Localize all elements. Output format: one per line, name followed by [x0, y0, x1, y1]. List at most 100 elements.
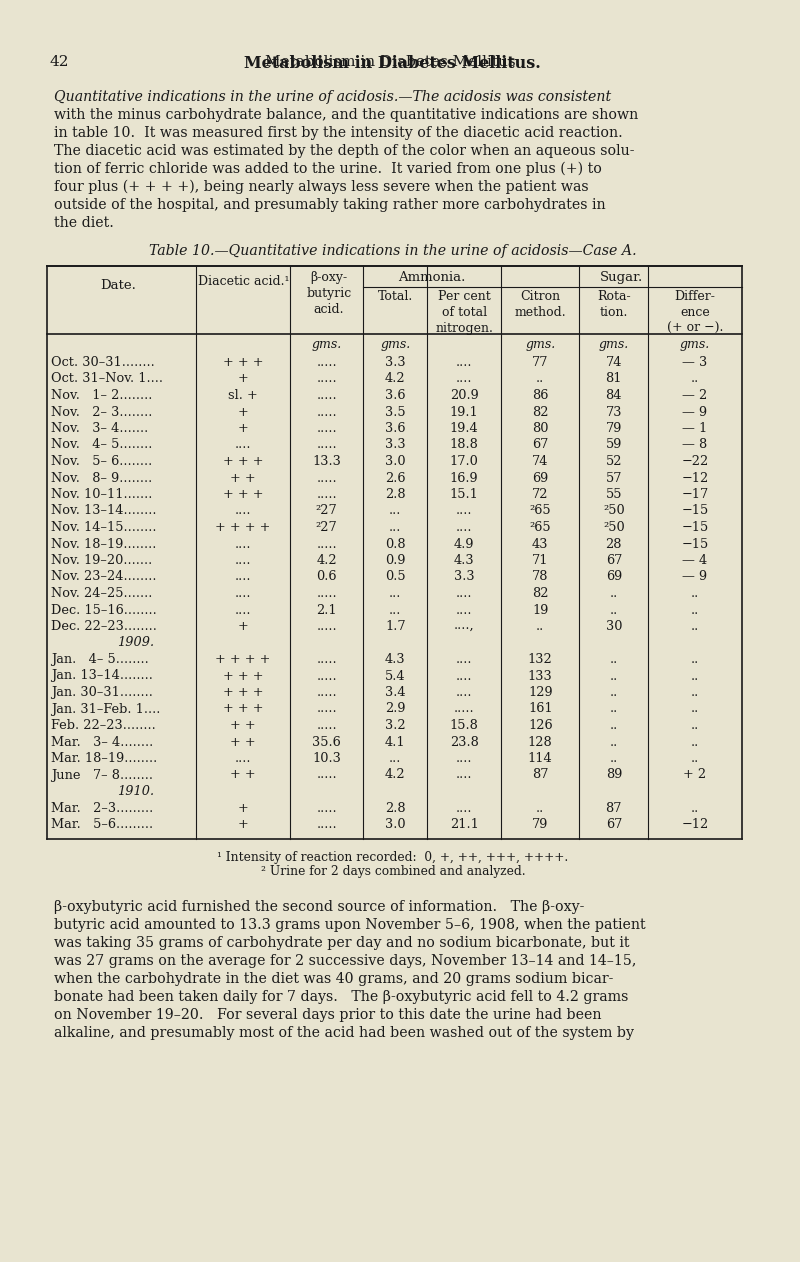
Text: ...: ... [389, 603, 402, 617]
Text: Feb. 22–23........: Feb. 22–23........ [51, 719, 156, 732]
Text: 15.1: 15.1 [450, 488, 478, 501]
Text: ....: .... [456, 505, 472, 517]
Text: 17.0: 17.0 [450, 456, 478, 468]
Text: 0.6: 0.6 [316, 570, 337, 583]
Text: Differ-
ence
(+ or −).: Differ- ence (+ or −). [666, 290, 723, 334]
Text: ¹ Intensity of reaction recorded:  0, +, ++, +++, ++++.: ¹ Intensity of reaction recorded: 0, +, … [218, 851, 569, 863]
Text: −15: −15 [682, 505, 709, 517]
Text: ..: .. [690, 801, 699, 814]
Text: Diacetic acid.¹: Diacetic acid.¹ [198, 275, 290, 288]
Text: −12: −12 [682, 818, 709, 830]
Text: 3.3: 3.3 [385, 438, 406, 452]
Text: .....: ..... [316, 587, 337, 599]
Text: ..: .. [536, 372, 544, 385]
Text: β-oxybutyric acid furnished the second source of information.   The β-oxy-: β-oxybutyric acid furnished the second s… [54, 901, 584, 915]
Text: June   7– 8........: June 7– 8........ [51, 769, 153, 781]
Text: 82: 82 [532, 587, 549, 599]
Text: 4.3: 4.3 [454, 554, 474, 567]
Text: Nov.   3– 4.......: Nov. 3– 4....... [51, 422, 148, 435]
Text: tion of ferric chloride was added to the urine.  It varied from one plus (+) to: tion of ferric chloride was added to the… [54, 162, 602, 177]
Text: + + +: + + + [223, 670, 263, 683]
Text: + + + +: + + + + [215, 521, 270, 534]
Text: ..: .. [690, 687, 699, 699]
Text: ..: .. [610, 587, 618, 599]
Text: +: + [238, 801, 249, 814]
Text: Nov. 13–14........: Nov. 13–14........ [51, 505, 157, 517]
Text: 67: 67 [606, 818, 622, 830]
Text: +: + [238, 422, 249, 435]
Text: 69: 69 [606, 570, 622, 583]
Text: gms.: gms. [525, 338, 555, 351]
Text: ....: .... [456, 356, 472, 369]
Text: alkaline, and presumably most of the acid had been washed out of the system by: alkaline, and presumably most of the aci… [54, 1026, 634, 1040]
Text: −22: −22 [682, 456, 709, 468]
Text: 30: 30 [606, 620, 622, 634]
Text: + + +: + + + [223, 356, 263, 369]
Text: ..: .. [690, 719, 699, 732]
Text: was 27 grams on the average for 2 successive days, November 13–14 and 14–15,: was 27 grams on the average for 2 succes… [54, 954, 636, 968]
Text: 10.3: 10.3 [312, 752, 341, 765]
Text: 4.2: 4.2 [385, 372, 406, 385]
Text: The diacetic acid was estimated by the depth of the color when an aqueous solu-: The diacetic acid was estimated by the d… [54, 144, 634, 158]
Text: — 1: — 1 [682, 422, 707, 435]
Text: gms.: gms. [380, 338, 410, 351]
Text: 128: 128 [528, 736, 553, 748]
Text: ..: .. [610, 603, 618, 617]
Text: Nov. 19–20.......: Nov. 19–20....... [51, 554, 152, 567]
Text: ..: .. [690, 603, 699, 617]
Text: — 8: — 8 [682, 438, 707, 452]
Text: — 2: — 2 [682, 389, 707, 403]
Text: ....: .... [456, 670, 472, 683]
Text: 57: 57 [606, 472, 622, 485]
Text: β-oxy-
butyric
acid.: β-oxy- butyric acid. [306, 271, 352, 316]
Text: ....: .... [235, 570, 251, 583]
Text: 80: 80 [532, 422, 549, 435]
Text: 3.5: 3.5 [385, 405, 406, 419]
Text: 67: 67 [532, 438, 548, 452]
Text: 4.2: 4.2 [385, 769, 406, 781]
Text: Total.: Total. [378, 290, 413, 303]
Text: ..: .. [690, 652, 699, 666]
Text: 3.2: 3.2 [385, 719, 406, 732]
Text: Citron
method.: Citron method. [514, 290, 566, 319]
Text: ..: .. [690, 736, 699, 748]
Text: 161: 161 [528, 703, 553, 716]
Text: Metabolism in Diabetes Mellitus.: Metabolism in Diabetes Mellitus. [265, 56, 521, 69]
Text: + + +: + + + [223, 687, 263, 699]
Text: 2.8: 2.8 [385, 488, 406, 501]
Text: Mar.   2–3.........: Mar. 2–3......... [51, 801, 154, 814]
Text: 21.1: 21.1 [450, 818, 478, 830]
Text: 77: 77 [532, 356, 549, 369]
Text: + +: + + [230, 769, 256, 781]
Text: 3.6: 3.6 [385, 422, 406, 435]
Text: Nov.   5– 6........: Nov. 5– 6........ [51, 456, 152, 468]
Text: when the carbohydrate in the diet was 40 grams, and 20 grams sodium bicar-: when the carbohydrate in the diet was 40… [54, 973, 614, 987]
Text: ....: .... [235, 603, 251, 617]
Text: 67: 67 [606, 554, 622, 567]
Text: 16.9: 16.9 [450, 472, 478, 485]
Text: ..: .. [610, 687, 618, 699]
Text: 84: 84 [606, 389, 622, 403]
Text: +: + [238, 818, 249, 830]
Text: ....: .... [456, 603, 472, 617]
Text: ....: .... [456, 752, 472, 765]
Text: ....: .... [456, 687, 472, 699]
Text: 87: 87 [606, 801, 622, 814]
Text: Nov.   4– 5........: Nov. 4– 5........ [51, 438, 153, 452]
Text: in table 10.  It was measured first by the intensity of the diacetic acid reacti: in table 10. It was measured first by th… [54, 126, 622, 140]
Text: .....: ..... [316, 538, 337, 550]
Text: 71: 71 [532, 554, 549, 567]
Text: 82: 82 [532, 405, 549, 419]
Text: ....: .... [235, 587, 251, 599]
Text: 43: 43 [532, 538, 549, 550]
Text: gms.: gms. [598, 338, 629, 351]
Text: −15: −15 [682, 538, 709, 550]
Text: .....: ..... [316, 801, 337, 814]
Text: 72: 72 [532, 488, 549, 501]
Text: 19.1: 19.1 [450, 405, 478, 419]
Text: 15.8: 15.8 [450, 719, 478, 732]
Text: Nov. 14–15........: Nov. 14–15........ [51, 521, 157, 534]
Text: 74: 74 [606, 356, 622, 369]
Text: 20.9: 20.9 [450, 389, 478, 403]
Text: ....: .... [456, 587, 472, 599]
